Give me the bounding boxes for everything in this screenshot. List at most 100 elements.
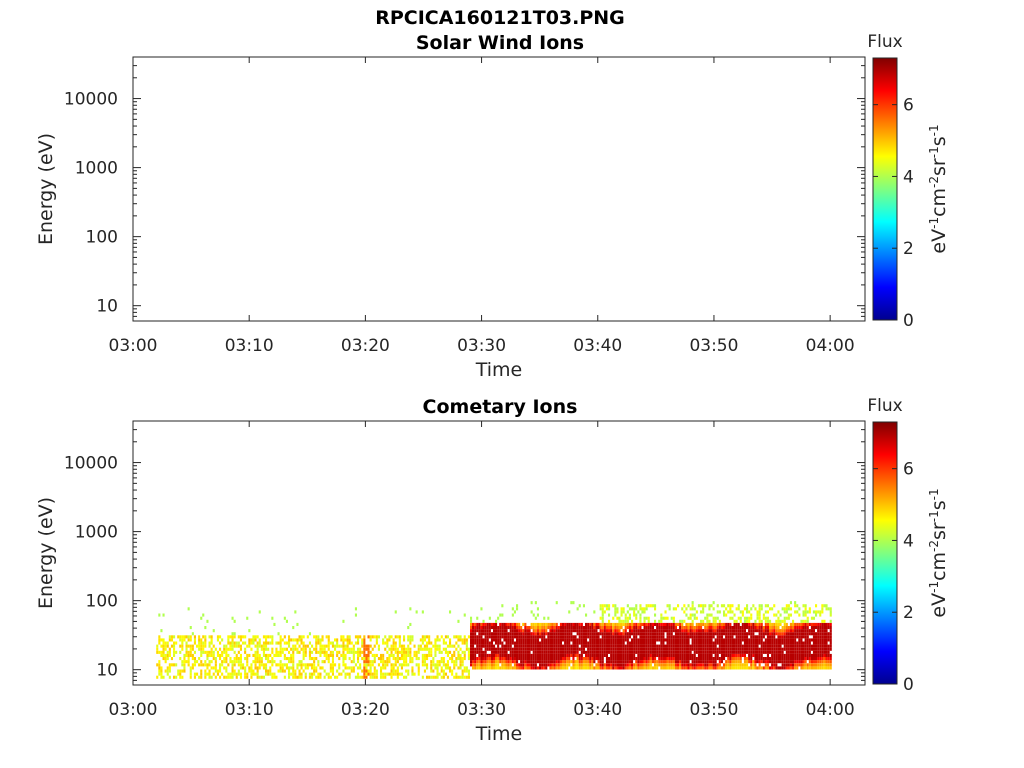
heatmap-cell xyxy=(329,653,332,657)
heatmap-cell xyxy=(539,629,542,633)
heatmap-cell xyxy=(687,647,690,651)
heatmap-cell xyxy=(748,660,751,664)
heatmap-cell xyxy=(796,641,799,645)
heatmap-cell xyxy=(281,638,284,642)
heatmap-cell xyxy=(173,663,176,667)
panel-solar-wind: Solar Wind Ions 03:00 03:10 03:20 03:30 03:4… xyxy=(35,32,950,381)
heatmap-cell xyxy=(798,647,801,651)
heatmap-cell xyxy=(739,610,742,614)
heatmap-cell xyxy=(532,653,535,657)
heatmap-cell xyxy=(631,663,634,667)
heatmap-cell xyxy=(440,666,443,670)
heatmap-cell xyxy=(392,669,395,673)
heatmap-cell xyxy=(562,632,565,636)
heatmap-cell xyxy=(637,626,640,630)
heatmap-cell xyxy=(639,613,642,617)
heatmap-cell xyxy=(394,650,397,654)
heatmap-cell xyxy=(392,657,395,661)
heatmap-cell xyxy=(269,641,272,645)
heatmap-cell xyxy=(570,635,573,639)
heatmap-cell xyxy=(664,666,667,670)
heatmap-cell xyxy=(700,641,703,645)
heatmap-cell xyxy=(760,647,763,651)
heatmap-cell xyxy=(819,626,822,630)
heatmap-cell xyxy=(522,638,525,642)
heatmap-cell xyxy=(700,619,703,623)
heatmap-cell xyxy=(551,647,554,651)
heatmap-cell xyxy=(484,644,487,648)
heatmap-cell xyxy=(294,672,297,676)
heatmap-cell xyxy=(779,635,782,639)
heatmap-cell xyxy=(300,675,303,679)
heatmap-cell xyxy=(787,666,790,670)
heatmap-cell xyxy=(666,663,669,667)
heatmap-cell xyxy=(394,635,397,639)
heatmap-cell xyxy=(731,635,734,639)
heatmap-cell xyxy=(766,610,769,614)
heatmap-cell xyxy=(206,663,209,667)
heatmap-cell xyxy=(336,644,339,648)
heatmap-cell xyxy=(712,601,715,605)
heatmap-cell xyxy=(436,647,439,651)
heatmap-cell xyxy=(421,610,424,614)
heatmap-cell xyxy=(392,663,395,667)
heatmap-cell xyxy=(547,657,550,661)
heatmap-cell xyxy=(662,626,665,630)
heatmap-cell xyxy=(340,635,343,639)
heatmap-cell xyxy=(647,626,650,630)
heatmap-cell xyxy=(574,622,577,626)
heatmap-cell xyxy=(645,638,648,642)
heatmap-cell xyxy=(687,629,690,633)
heatmap-cell xyxy=(591,632,594,636)
heatmap-cell xyxy=(589,641,592,645)
heatmap-cell xyxy=(212,644,215,648)
heatmap-cell xyxy=(674,647,677,651)
heatmap-cell xyxy=(296,638,299,642)
heatmap-cell xyxy=(507,647,510,651)
heatmap-cell xyxy=(723,629,726,633)
heatmap-cell xyxy=(532,663,535,667)
heatmap-cell xyxy=(827,660,830,664)
heatmap-cell xyxy=(662,622,665,626)
heatmap-cell xyxy=(191,663,194,667)
heatmap-cell xyxy=(785,663,788,667)
heatmap-cell xyxy=(787,604,790,608)
heatmap-cell xyxy=(411,666,414,670)
heatmap-cell xyxy=(574,641,577,645)
heatmap-cell xyxy=(470,622,473,626)
heatmap-cell xyxy=(605,644,608,648)
heatmap-cell xyxy=(265,663,268,667)
heatmap-cell xyxy=(787,613,790,617)
heatmap-cell xyxy=(599,657,602,661)
heatmap-cell xyxy=(643,653,646,657)
heatmap-cell xyxy=(497,641,500,645)
heatmap-cell xyxy=(656,650,659,654)
heatmap-cell xyxy=(534,638,537,642)
heatmap-cell xyxy=(714,641,717,645)
heatmap-cell xyxy=(697,635,700,639)
heatmap-cell xyxy=(421,660,424,664)
heatmap-cell xyxy=(432,675,435,679)
heatmap-cell xyxy=(639,626,642,630)
heatmap-cell xyxy=(758,629,761,633)
heatmap-cell xyxy=(338,666,341,670)
heatmap-cell xyxy=(200,641,203,645)
heatmap-cell xyxy=(727,629,730,633)
heatmap-cell xyxy=(741,647,744,651)
heatmap-cell xyxy=(568,635,571,639)
heatmap-cell xyxy=(365,675,368,679)
heatmap-cell xyxy=(555,644,558,648)
heatmap-cell xyxy=(620,657,623,661)
heatmap-cell xyxy=(635,647,638,651)
heatmap-cell xyxy=(526,632,529,636)
heatmap-cell xyxy=(505,653,508,657)
heatmap-cell xyxy=(771,622,774,626)
heatmap-cell xyxy=(651,635,654,639)
heatmap-cell xyxy=(589,632,592,636)
heatmap-cell xyxy=(472,666,475,670)
heatmap-cell xyxy=(785,632,788,636)
heatmap-cell xyxy=(292,626,295,630)
heatmap-cell xyxy=(825,629,828,633)
heatmap-cell xyxy=(633,607,636,611)
heatmap-cell xyxy=(541,622,544,626)
